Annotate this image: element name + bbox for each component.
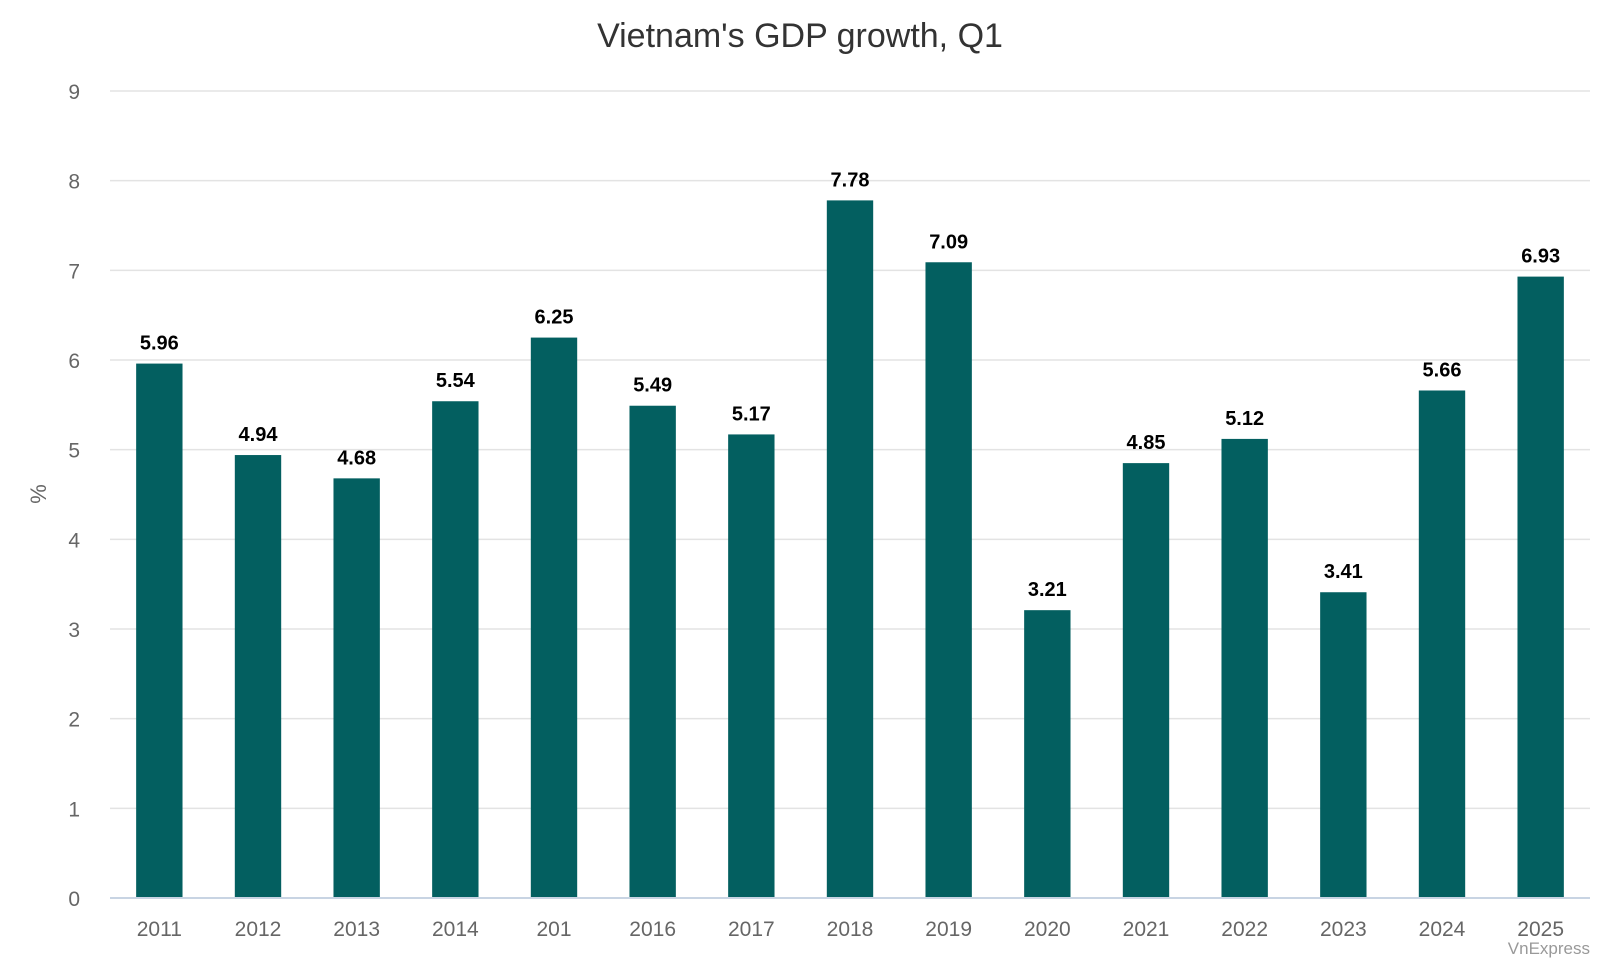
bar-2016 [629, 405, 676, 898]
bar-2022 [1221, 438, 1268, 898]
x-tick-label: 201 [536, 918, 571, 941]
data-label-2017: 5.17 [732, 403, 771, 425]
y-tick-label: 8 [68, 171, 80, 194]
bar-2018 [826, 200, 874, 899]
y-axis-label: % [26, 484, 51, 504]
x-tick-label: 2012 [235, 918, 282, 941]
y-tick-label: 1 [68, 798, 80, 821]
x-tick-label: 2013 [333, 918, 380, 941]
bar-2011 [136, 363, 183, 898]
bar-2024 [1418, 390, 1466, 898]
data-label-2016: 5.49 [633, 375, 672, 397]
data-label-2022: 5.12 [1225, 408, 1264, 430]
x-tick-label: 2016 [629, 918, 676, 941]
bar-2023 [1320, 592, 1367, 898]
data-label-2011: 5.96 [140, 333, 179, 355]
x-tick-label: 2011 [137, 918, 182, 941]
x-tick-label: 2021 [1123, 918, 1170, 941]
bar-2017 [728, 434, 775, 898]
bars [136, 200, 1564, 899]
y-tick-label: 2 [68, 709, 80, 732]
x-tick-label: 2023 [1320, 918, 1367, 941]
bar-2025 [1517, 276, 1564, 898]
data-label-2014: 5.54 [436, 370, 476, 392]
y-tick-label: 7 [68, 260, 80, 283]
bar-2014 [432, 401, 479, 898]
y-tick-label: 6 [68, 350, 80, 373]
x-tick-label: 2024 [1419, 918, 1466, 941]
x-tick-label: 2018 [827, 918, 874, 941]
bar-2020 [1024, 610, 1071, 898]
credit-text: VnExpress [1508, 939, 1590, 958]
y-tick-label: 5 [68, 440, 80, 463]
x-tick-label: 2025 [1517, 918, 1564, 941]
chart-title: Vietnam's GDP growth, Q1 [597, 17, 1003, 55]
bar-2021 [1122, 463, 1170, 898]
data-label-2021: 4.85 [1127, 432, 1166, 454]
data-label-201: 6.25 [535, 307, 574, 329]
y-tick-label: 4 [68, 529, 80, 552]
bar-201 [530, 337, 578, 898]
data-labels: 5.96 4.94 4.68 5.54 6.25 5.49 5.17 7.78 7.09 3.21… [140, 169, 1560, 601]
y-tick-label: 3 [68, 619, 80, 642]
y-tick-label: 9 [68, 81, 80, 104]
x-tick-label: 2019 [925, 918, 972, 941]
data-label-2018: 7.78 [831, 169, 870, 191]
x-tick-label: 2014 [432, 918, 479, 941]
bar-2012 [234, 455, 282, 898]
x-axis-ticks: 2011 2012 2013 2014 201 2016 2017 2018 2019 2020 2… [137, 918, 1564, 941]
y-axis-ticks: 0 1 2 3 4 5 6 7 8 9 [68, 81, 80, 911]
y-tick-label: 0 [68, 888, 80, 911]
data-label-2024: 5.66 [1423, 359, 1462, 381]
data-label-2019: 7.09 [929, 231, 968, 253]
data-label-2023: 3.41 [1324, 561, 1363, 583]
x-tick-label: 2022 [1221, 918, 1268, 941]
bar-2019 [925, 262, 972, 899]
data-label-2012: 4.94 [239, 424, 279, 446]
data-label-2013: 4.68 [337, 447, 376, 469]
x-tick-label: 2017 [728, 918, 775, 941]
data-label-2025: 6.93 [1521, 246, 1560, 268]
x-tick-label: 2020 [1024, 918, 1071, 941]
bar-2013 [333, 478, 380, 898]
data-label-2020: 3.21 [1028, 579, 1067, 601]
